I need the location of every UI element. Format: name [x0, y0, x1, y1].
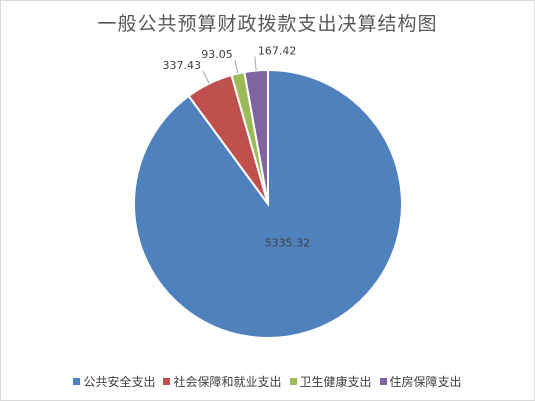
legend-swatch [73, 378, 81, 385]
legend-swatch [289, 378, 297, 385]
data-label-housing: 167.42 [258, 45, 297, 58]
legend-item-social-security: 社会保障和就业支出 [163, 373, 282, 390]
pie-slice-housing [243, 68, 269, 205]
legend-swatch [163, 378, 171, 385]
leader-line-housing [254, 56, 257, 71]
data-label-social-security: 337.43 [163, 59, 202, 72]
legend-label: 社会保障和就业支出 [173, 375, 282, 389]
legend: 公共安全支出 社会保障和就业支出 卫生健康支出 住房保障支出 [1, 373, 534, 390]
leader-line-health [234, 59, 239, 74]
legend-item-public-safety: 公共安全支出 [73, 373, 155, 390]
data-label-public-safety: 5335.32 [265, 237, 311, 250]
legend-label: 卫生健康支出 [299, 375, 372, 389]
legend-label: 住房保障支出 [389, 375, 462, 389]
legend-item-health: 卫生健康支出 [289, 373, 372, 390]
chart-title: 一般公共预算财政拨款支出决算结构图 [97, 13, 438, 35]
legend-item-housing: 住房保障支出 [379, 373, 462, 390]
legend-label: 公共安全支出 [83, 375, 156, 389]
legend-swatch [379, 378, 387, 385]
data-label-health: 93.05 [201, 48, 233, 61]
leader-line-social-security [202, 70, 210, 84]
